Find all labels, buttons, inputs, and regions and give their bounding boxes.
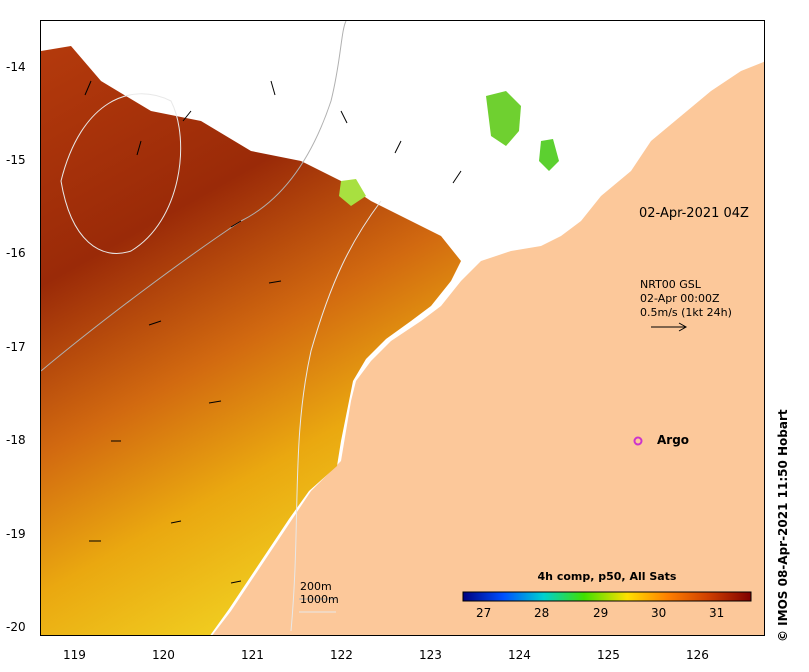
colorbar-tick-29: 29 [593, 606, 609, 620]
argo-label: Argo [657, 433, 690, 447]
contour-label-200m: 200m [300, 580, 332, 593]
x-tick-126: 126 [686, 648, 709, 662]
colorbar [462, 591, 752, 602]
current-legend-line2: 02-Apr 00:00Z [640, 292, 720, 305]
colorbar-title: 4h comp, p50, All Sats [537, 570, 677, 583]
map-frame [40, 20, 765, 636]
y-tick-15: -15 [6, 153, 26, 167]
x-tick-122: 122 [330, 648, 353, 662]
land-mass [212, 61, 764, 635]
colorbar-tick-30: 30 [651, 606, 667, 620]
current-legend: NRT00 GSL 02-Apr 00:00Z 0.5m/s (1kt 24h) [640, 278, 732, 320]
current-scale-arrow [651, 322, 688, 332]
x-tick-125: 125 [597, 648, 620, 662]
green-patch-1 [486, 91, 521, 146]
contour-legend: 200m 1000m [300, 580, 339, 606]
contour-200m [60, 93, 182, 254]
y-tick-20: -20 [6, 620, 26, 634]
argo-marker [633, 436, 643, 446]
y-tick-19: -19 [6, 527, 26, 541]
imos-credit: © IMOS 08-Apr-2021 11:50 Hobart [776, 409, 790, 642]
map-timestamp: 02-Apr-2021 04Z [639, 206, 749, 221]
y-tick-14: -14 [6, 60, 26, 74]
x-tick-124: 124 [508, 648, 531, 662]
y-tick-17: -17 [6, 340, 26, 354]
colorbar-tick-31: 31 [709, 606, 725, 620]
sst-map [41, 21, 764, 635]
contour-label-1000m: 1000m [300, 593, 339, 606]
colorbar-tick-28: 28 [534, 606, 550, 620]
colorbar-tick-27: 27 [476, 606, 492, 620]
y-tick-16: -16 [6, 246, 26, 260]
x-tick-120: 120 [152, 648, 175, 662]
current-legend-line3: 0.5m/s (1kt 24h) [640, 306, 732, 319]
current-legend-line1: NRT00 GSL [640, 278, 701, 291]
green-patch-2 [539, 139, 559, 171]
x-tick-121: 121 [241, 648, 264, 662]
contour-shelf [290, 200, 382, 632]
x-tick-123: 123 [419, 648, 442, 662]
green-patch-3 [339, 179, 366, 206]
contour-1000m [41, 21, 347, 372]
current-vectors [84, 80, 462, 584]
y-tick-18: -18 [6, 433, 26, 447]
x-tick-119: 119 [63, 648, 86, 662]
